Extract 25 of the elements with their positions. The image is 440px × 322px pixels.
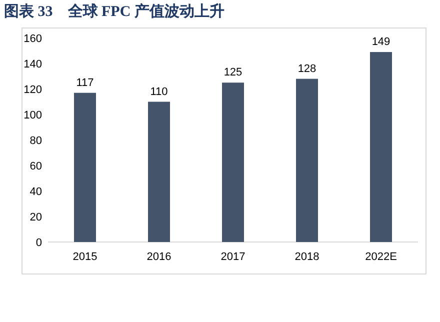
y-tick-label: 100 [24,110,42,122]
x-tick-label: 2022E [365,251,397,263]
y-tick-label: 0 [36,237,42,249]
y-tick-label: 140 [24,58,42,70]
bar [74,92,96,242]
bar [296,78,318,242]
x-tick-label: 2018 [294,251,320,263]
x-tick-label: 2016 [146,251,172,263]
y-tick-label: 20 [30,212,42,224]
data-label: 117 [76,76,94,89]
y-tick-label: 80 [30,135,42,147]
data-label: 128 [298,62,316,75]
y-tick-label: 60 [30,160,42,172]
chart-title: 图表 33 全球 FPC 产值波动上升 [4,3,224,20]
data-label: 110 [150,86,168,98]
data-label: 149 [372,36,390,48]
y-tick-label: 160 [24,33,42,45]
y-tick-label: 40 [30,186,42,198]
x-tick-label: 2015 [72,251,98,263]
bar [148,102,170,242]
x-tick-label: 2017 [220,251,246,263]
data-label: 125 [224,66,242,79]
bar [222,82,244,242]
y-tick-label: 120 [24,84,42,96]
bar [370,52,392,242]
